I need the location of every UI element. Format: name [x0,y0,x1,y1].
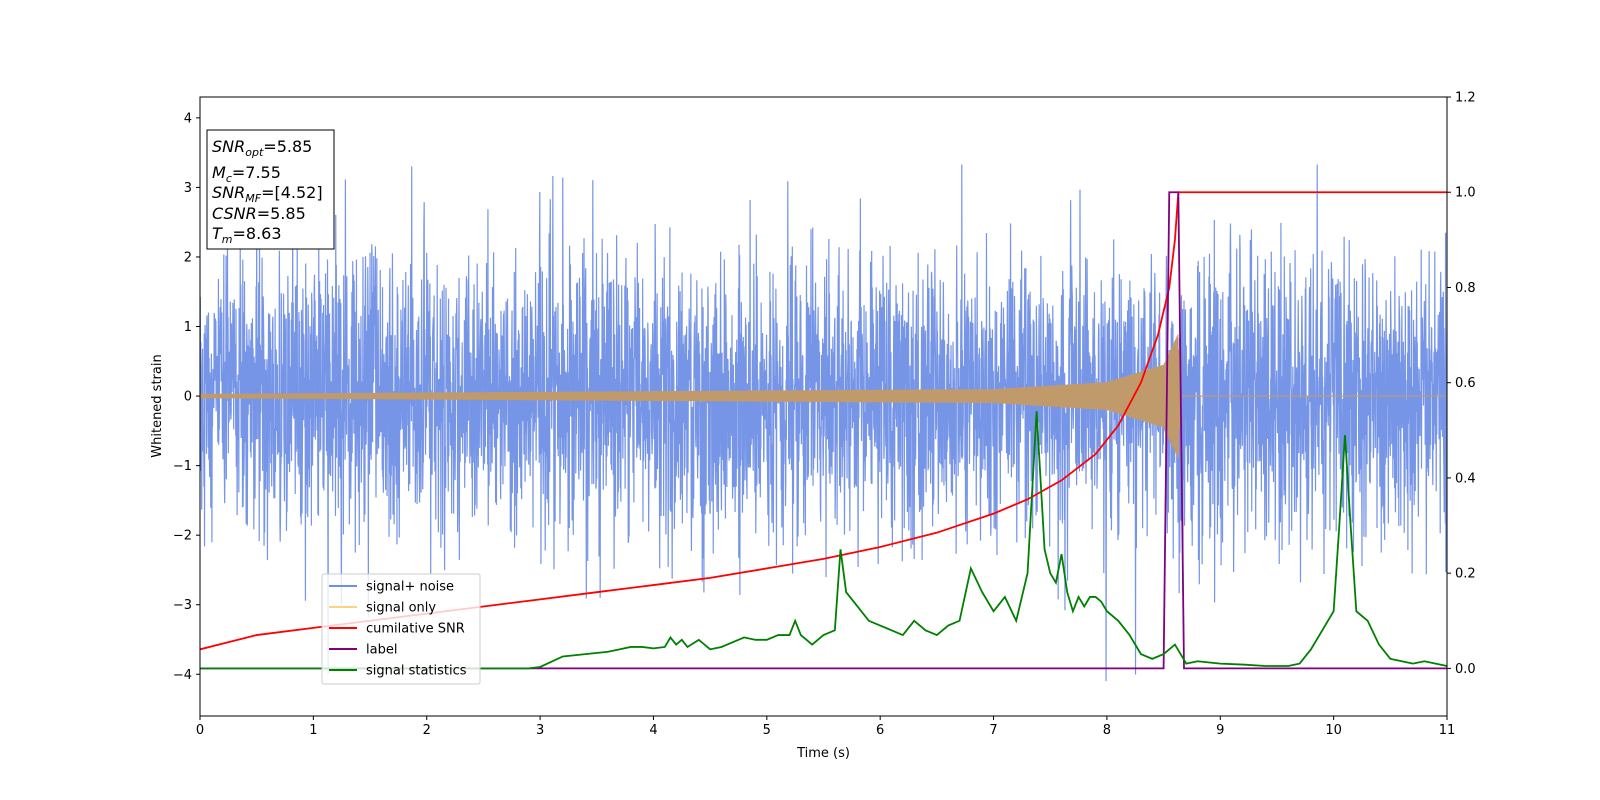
y2-tick-label: 0.0 [1455,662,1476,677]
y-tick-label: 2 [184,250,192,265]
x-tick-label: 8 [1103,723,1111,738]
legend-label: cumilative SNR [366,622,465,637]
y2-tick-label: 0.8 [1455,281,1476,296]
info-tm: Tm=8.63 [212,224,282,246]
legend-label: label [366,643,397,658]
series-signal-noise-line [200,164,1447,682]
y2-tick-label: 0.4 [1455,471,1476,486]
y2-tick-label: 0.6 [1455,376,1476,391]
x-tick-label: 5 [763,723,771,738]
series-label-line [200,191,1447,670]
x-tick-label: 3 [536,723,544,738]
x-tick-label: 11 [1439,723,1456,738]
x-tick-label: 6 [876,723,884,738]
series-signal-statistics-line [200,411,1447,670]
info-box-frame [206,129,335,250]
x-axis-label: Time (s) [796,746,850,761]
x-tick-label: 1 [309,723,317,738]
series-signal-only-line [200,334,1447,458]
x-tick-label: 7 [989,723,997,738]
info-mc: Mc=7.55 [212,163,281,185]
y-tick-label: 4 [184,111,192,126]
y-tick-label: 0 [184,390,192,405]
y-tick-label: −3 [173,598,192,613]
y2-tick-label: 0.2 [1455,567,1476,582]
y-tick-label: −1 [173,459,192,474]
info-snr-mf: SNRMF=[4.52] [212,183,323,205]
x-tick-label: 10 [1325,723,1342,738]
legend-label: signal+ noise [366,580,454,595]
plot-frame [199,96,1448,717]
x-tick-label: 9 [1216,723,1224,738]
info-box: SNRopt=5.85 Mc=7.55 SNRMF=[4.52] CSNR=5.… [206,129,335,250]
legend-frame [321,573,481,685]
x-tick-label: 0 [196,723,204,738]
y-tick-label: −2 [173,529,192,544]
legend: signal+ noise signal only cumilative SNR la… [321,573,481,685]
y2-tick-label: 1.2 [1455,91,1476,106]
legend-label: signal statistics [366,664,467,679]
y2-tick-label: 1.0 [1455,186,1476,201]
y-tick-label: −4 [173,668,192,683]
axis-ticks: 0 1 2 3 4 5 6 7 8 9 10 11 −4 −3 −2 −1 0 1 2 3 4 0.0 0.2 0.4 0.6 0… [173,91,1476,739]
x-tick-label: 4 [649,723,657,738]
y-tick-label: 3 [184,181,192,196]
y-axis-label: Whitened strain [150,354,165,457]
legend-label: signal only [366,601,436,616]
y-tick-label: 1 [184,320,192,335]
info-csnr: CSNR=5.85 [212,204,306,223]
info-snr-opt: SNRopt=5.85 [212,137,312,159]
x-tick-label: 2 [423,723,431,738]
